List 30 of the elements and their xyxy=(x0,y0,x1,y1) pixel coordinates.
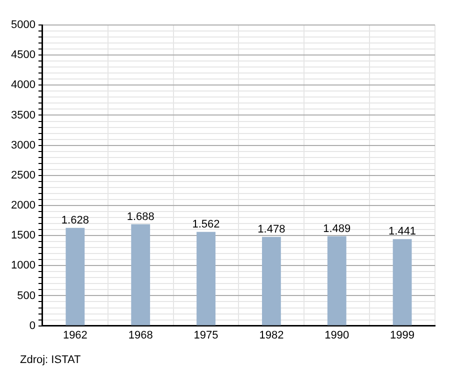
text: Zdroj: ISTAT xyxy=(20,354,81,366)
x-tick-label: 1975 xyxy=(194,329,218,342)
bar xyxy=(392,239,412,326)
y-tick-label: 5000 xyxy=(10,19,36,32)
y-tick-label: 3000 xyxy=(10,139,36,152)
data-label: 1.489 xyxy=(323,222,351,235)
y-tick-label: 1500 xyxy=(10,230,36,242)
x-tick-label: 1968 xyxy=(128,329,153,342)
y-tick-label: 500 xyxy=(17,290,36,302)
bar xyxy=(262,236,281,326)
bar xyxy=(196,232,216,326)
bar xyxy=(131,224,150,326)
bar xyxy=(327,236,346,326)
y-tick-label: 4000 xyxy=(10,79,36,92)
y-tick-label: 4500 xyxy=(10,49,36,62)
bar xyxy=(66,228,85,326)
data-label: 1.478 xyxy=(258,223,286,236)
x-tick-label: 1990 xyxy=(324,329,350,342)
data-label: 1.628 xyxy=(61,214,89,226)
data-label: 1.562 xyxy=(192,218,220,230)
y-tick-label: 1000 xyxy=(10,260,36,272)
x-tick-label: 1962 xyxy=(62,329,88,342)
y-tick-label: 0 xyxy=(29,320,36,332)
y-tick-label: 2500 xyxy=(10,169,36,182)
y-tick-label: 3500 xyxy=(10,109,36,122)
data-label: 1.688 xyxy=(126,210,154,223)
data-label: 1.441 xyxy=(388,226,416,238)
x-tick-label: 1999 xyxy=(390,329,415,342)
y-tick-label: 2000 xyxy=(10,200,36,212)
x-tick-label: 1982 xyxy=(259,329,284,342)
